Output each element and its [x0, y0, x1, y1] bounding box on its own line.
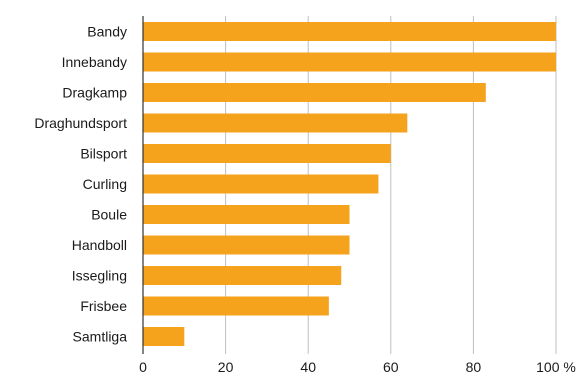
bars	[143, 22, 556, 346]
category-label-bandy: Bandy	[87, 24, 127, 40]
category-label-boule: Boule	[91, 207, 127, 223]
category-label-issegling: Issegling	[72, 268, 127, 284]
bar-curling	[143, 174, 379, 194]
bar-boule	[143, 205, 350, 224]
bar-samtliga	[143, 327, 185, 346]
category-label-handboll: Handboll	[72, 237, 127, 253]
category-label-samtliga: Samtliga	[73, 329, 128, 345]
category-label-dragkamp: Dragkamp	[62, 85, 127, 101]
x-tick-label-20: 20	[218, 359, 234, 375]
bar-innebandy	[143, 52, 556, 72]
bar-frisbee	[143, 296, 329, 316]
bar-handboll	[143, 235, 350, 255]
x-tick-label-100: 100 %	[536, 359, 576, 375]
category-labels: Bandy Innebandy Dragkamp Draghundsport Bilsp…	[34, 24, 127, 345]
x-tick-labels: 0 20 40 60 80 100 %	[139, 359, 576, 375]
x-tick-label-40: 40	[300, 359, 316, 375]
category-label-bilsport: Bilsport	[80, 146, 127, 162]
bar-draghundsport	[143, 113, 408, 133]
category-label-curling: Curling	[83, 176, 127, 192]
bar-bandy	[143, 22, 556, 41]
bar-bilsport	[143, 144, 391, 163]
category-label-innebandy: Innebandy	[62, 54, 127, 70]
bar-issegling	[143, 266, 342, 285]
x-tick-label-80: 80	[466, 359, 482, 375]
bar-dragkamp	[143, 83, 486, 102]
category-label-frisbee: Frisbee	[80, 298, 127, 314]
category-label-draghundsport: Draghundsport	[34, 115, 127, 131]
x-tick-label-0: 0	[139, 359, 147, 375]
x-tick-label-60: 60	[383, 359, 399, 375]
